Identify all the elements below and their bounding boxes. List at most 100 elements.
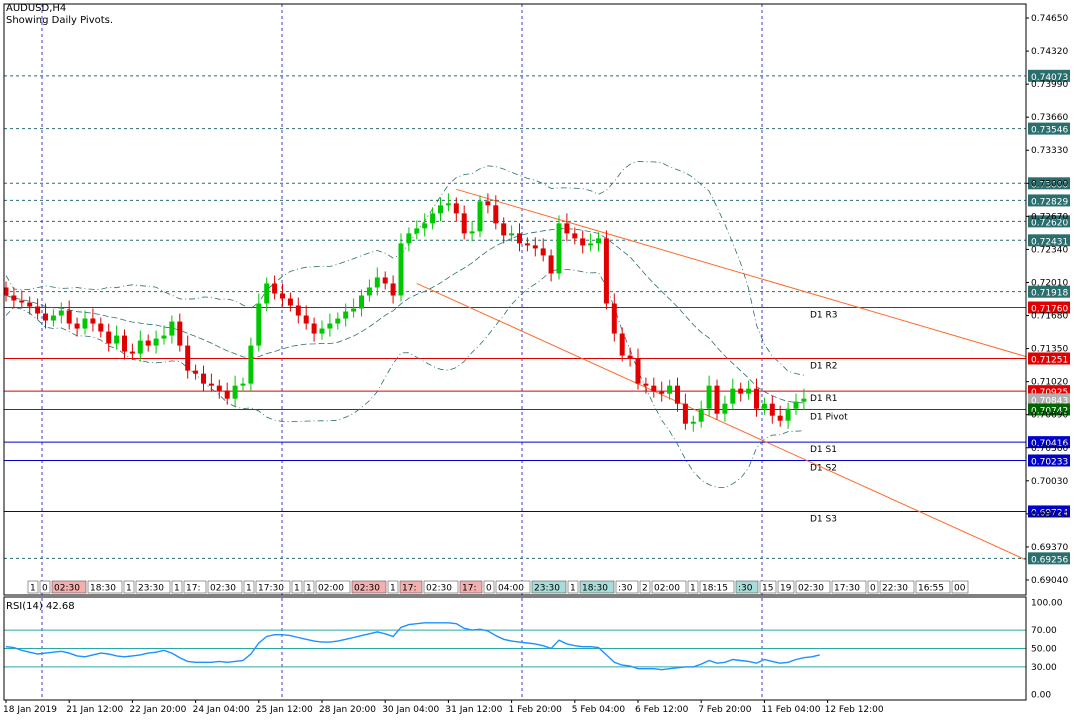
candle-body xyxy=(106,331,112,344)
price-tag xyxy=(1028,454,1070,467)
y-tick-label: 0.73000 xyxy=(1031,179,1068,189)
candle-body xyxy=(509,233,515,236)
level-name: D1 R2 xyxy=(810,361,838,371)
session-label: 2 xyxy=(642,584,648,594)
candle-body xyxy=(548,255,554,274)
x-tick-label: 5 Feb 04:00 xyxy=(572,705,626,715)
session-label: 02:30 xyxy=(354,584,380,594)
candle-body xyxy=(280,293,285,299)
session-box xyxy=(39,580,51,594)
x-tick-label: 1 Feb 20:00 xyxy=(509,705,563,715)
session-box xyxy=(483,580,495,594)
y-tick-label: 0.74650 xyxy=(1031,14,1068,24)
session-label: 17: xyxy=(186,584,200,594)
session-box xyxy=(699,580,735,594)
session-label: 15 xyxy=(762,584,773,594)
candle-body xyxy=(414,228,420,234)
session-label: 23:30 xyxy=(138,584,164,594)
y-tick-label: 0.73330 xyxy=(1031,146,1068,156)
grid-layer xyxy=(41,4,763,700)
session-box xyxy=(867,580,879,594)
candle-body xyxy=(359,295,364,309)
rsi-tick-label: 100.00 xyxy=(1031,599,1063,609)
candle-body xyxy=(224,390,230,399)
session-label: :30 xyxy=(618,584,633,594)
session-box xyxy=(951,580,969,594)
session-label: 19 xyxy=(780,584,792,594)
session-box xyxy=(567,580,579,594)
candle-body xyxy=(730,388,736,404)
session-box xyxy=(303,580,315,594)
rsi-tick-label: 30.00 xyxy=(1031,663,1057,673)
price-tag-label: 0.70416 xyxy=(1031,439,1068,449)
rsi-panel: 100.00 70.00 50.00 30.00 0.00 xyxy=(4,599,1063,700)
session-label: 1 xyxy=(174,584,180,594)
session-label: 04:00 xyxy=(498,584,524,594)
candle-body xyxy=(311,323,317,334)
candle-body xyxy=(445,203,451,206)
session-box xyxy=(387,580,399,594)
chart-title: AUDUSD,H4 xyxy=(6,3,67,14)
candle-body xyxy=(161,335,167,339)
candle-body xyxy=(643,383,649,386)
price-tag-label: 0.71760 xyxy=(1031,305,1068,315)
session-label: :30 xyxy=(738,584,753,594)
level-name: D1 Pivot xyxy=(810,412,848,422)
candle-body xyxy=(145,340,151,346)
x-tick-label: 6 Feb 12:00 xyxy=(635,705,689,715)
main-frame xyxy=(3,3,1027,596)
rsi-tick-label: 0.00 xyxy=(1031,690,1051,700)
candle-body xyxy=(524,243,530,246)
candle-body xyxy=(588,243,594,246)
session-box xyxy=(51,580,87,594)
y-tick-label: 0.72010 xyxy=(1031,278,1068,288)
candle-body xyxy=(374,277,380,288)
candle-body xyxy=(746,388,752,394)
price-tag-label: 0.70742 xyxy=(1031,406,1068,416)
session-box xyxy=(87,580,123,594)
session-label: 02:30 xyxy=(210,584,236,594)
price-tag xyxy=(1028,69,1070,82)
session-label: 17:30 xyxy=(834,584,860,594)
rsi-frame xyxy=(3,596,1027,701)
candle-body xyxy=(114,335,120,344)
candle-body xyxy=(430,213,436,224)
candle-body xyxy=(58,310,64,316)
session-label: 23:30 xyxy=(534,584,560,594)
session-label: 02:30 xyxy=(426,584,452,594)
candle-body xyxy=(453,203,459,214)
session-label: 0 xyxy=(870,584,876,594)
price-tag-label: 0.74073 xyxy=(1031,73,1068,83)
price-tag-label: 0.70843 xyxy=(1031,396,1068,406)
candle-body xyxy=(208,383,214,386)
chart-subtitle: Showing Daily Pivots. xyxy=(6,15,114,26)
candle-body xyxy=(201,373,206,384)
level-name: D1 R3 xyxy=(810,311,838,321)
level-name: D1 S1 xyxy=(810,445,837,455)
x-tick-label: 21 Jan 12:00 xyxy=(66,705,123,715)
session-box xyxy=(315,580,351,594)
session-label: 0 xyxy=(486,584,492,594)
price-tag xyxy=(1028,403,1070,416)
session-box xyxy=(795,580,831,594)
session-box xyxy=(423,580,459,594)
price-tag xyxy=(1028,194,1070,207)
candle-body xyxy=(635,358,641,384)
candle-body xyxy=(722,403,728,414)
session-label: 02:30 xyxy=(798,584,824,594)
price-tag-label: 0.69256 xyxy=(1031,555,1068,565)
session-label: 17: xyxy=(402,584,416,594)
candle-body xyxy=(793,401,799,409)
x-tick-label: 11 Feb 04:00 xyxy=(761,705,820,715)
x-tick-label: 7 Feb 20:00 xyxy=(698,705,752,715)
candle-body xyxy=(777,415,783,421)
session-box xyxy=(399,580,423,594)
candle-body xyxy=(619,333,625,356)
candle-body xyxy=(675,385,680,404)
price-tag-label: 0.72620 xyxy=(1031,218,1068,228)
candle-body xyxy=(366,287,372,296)
candle-body xyxy=(556,223,562,274)
session-box xyxy=(879,580,915,594)
price-tag-label: 0.69724 xyxy=(1031,508,1068,518)
